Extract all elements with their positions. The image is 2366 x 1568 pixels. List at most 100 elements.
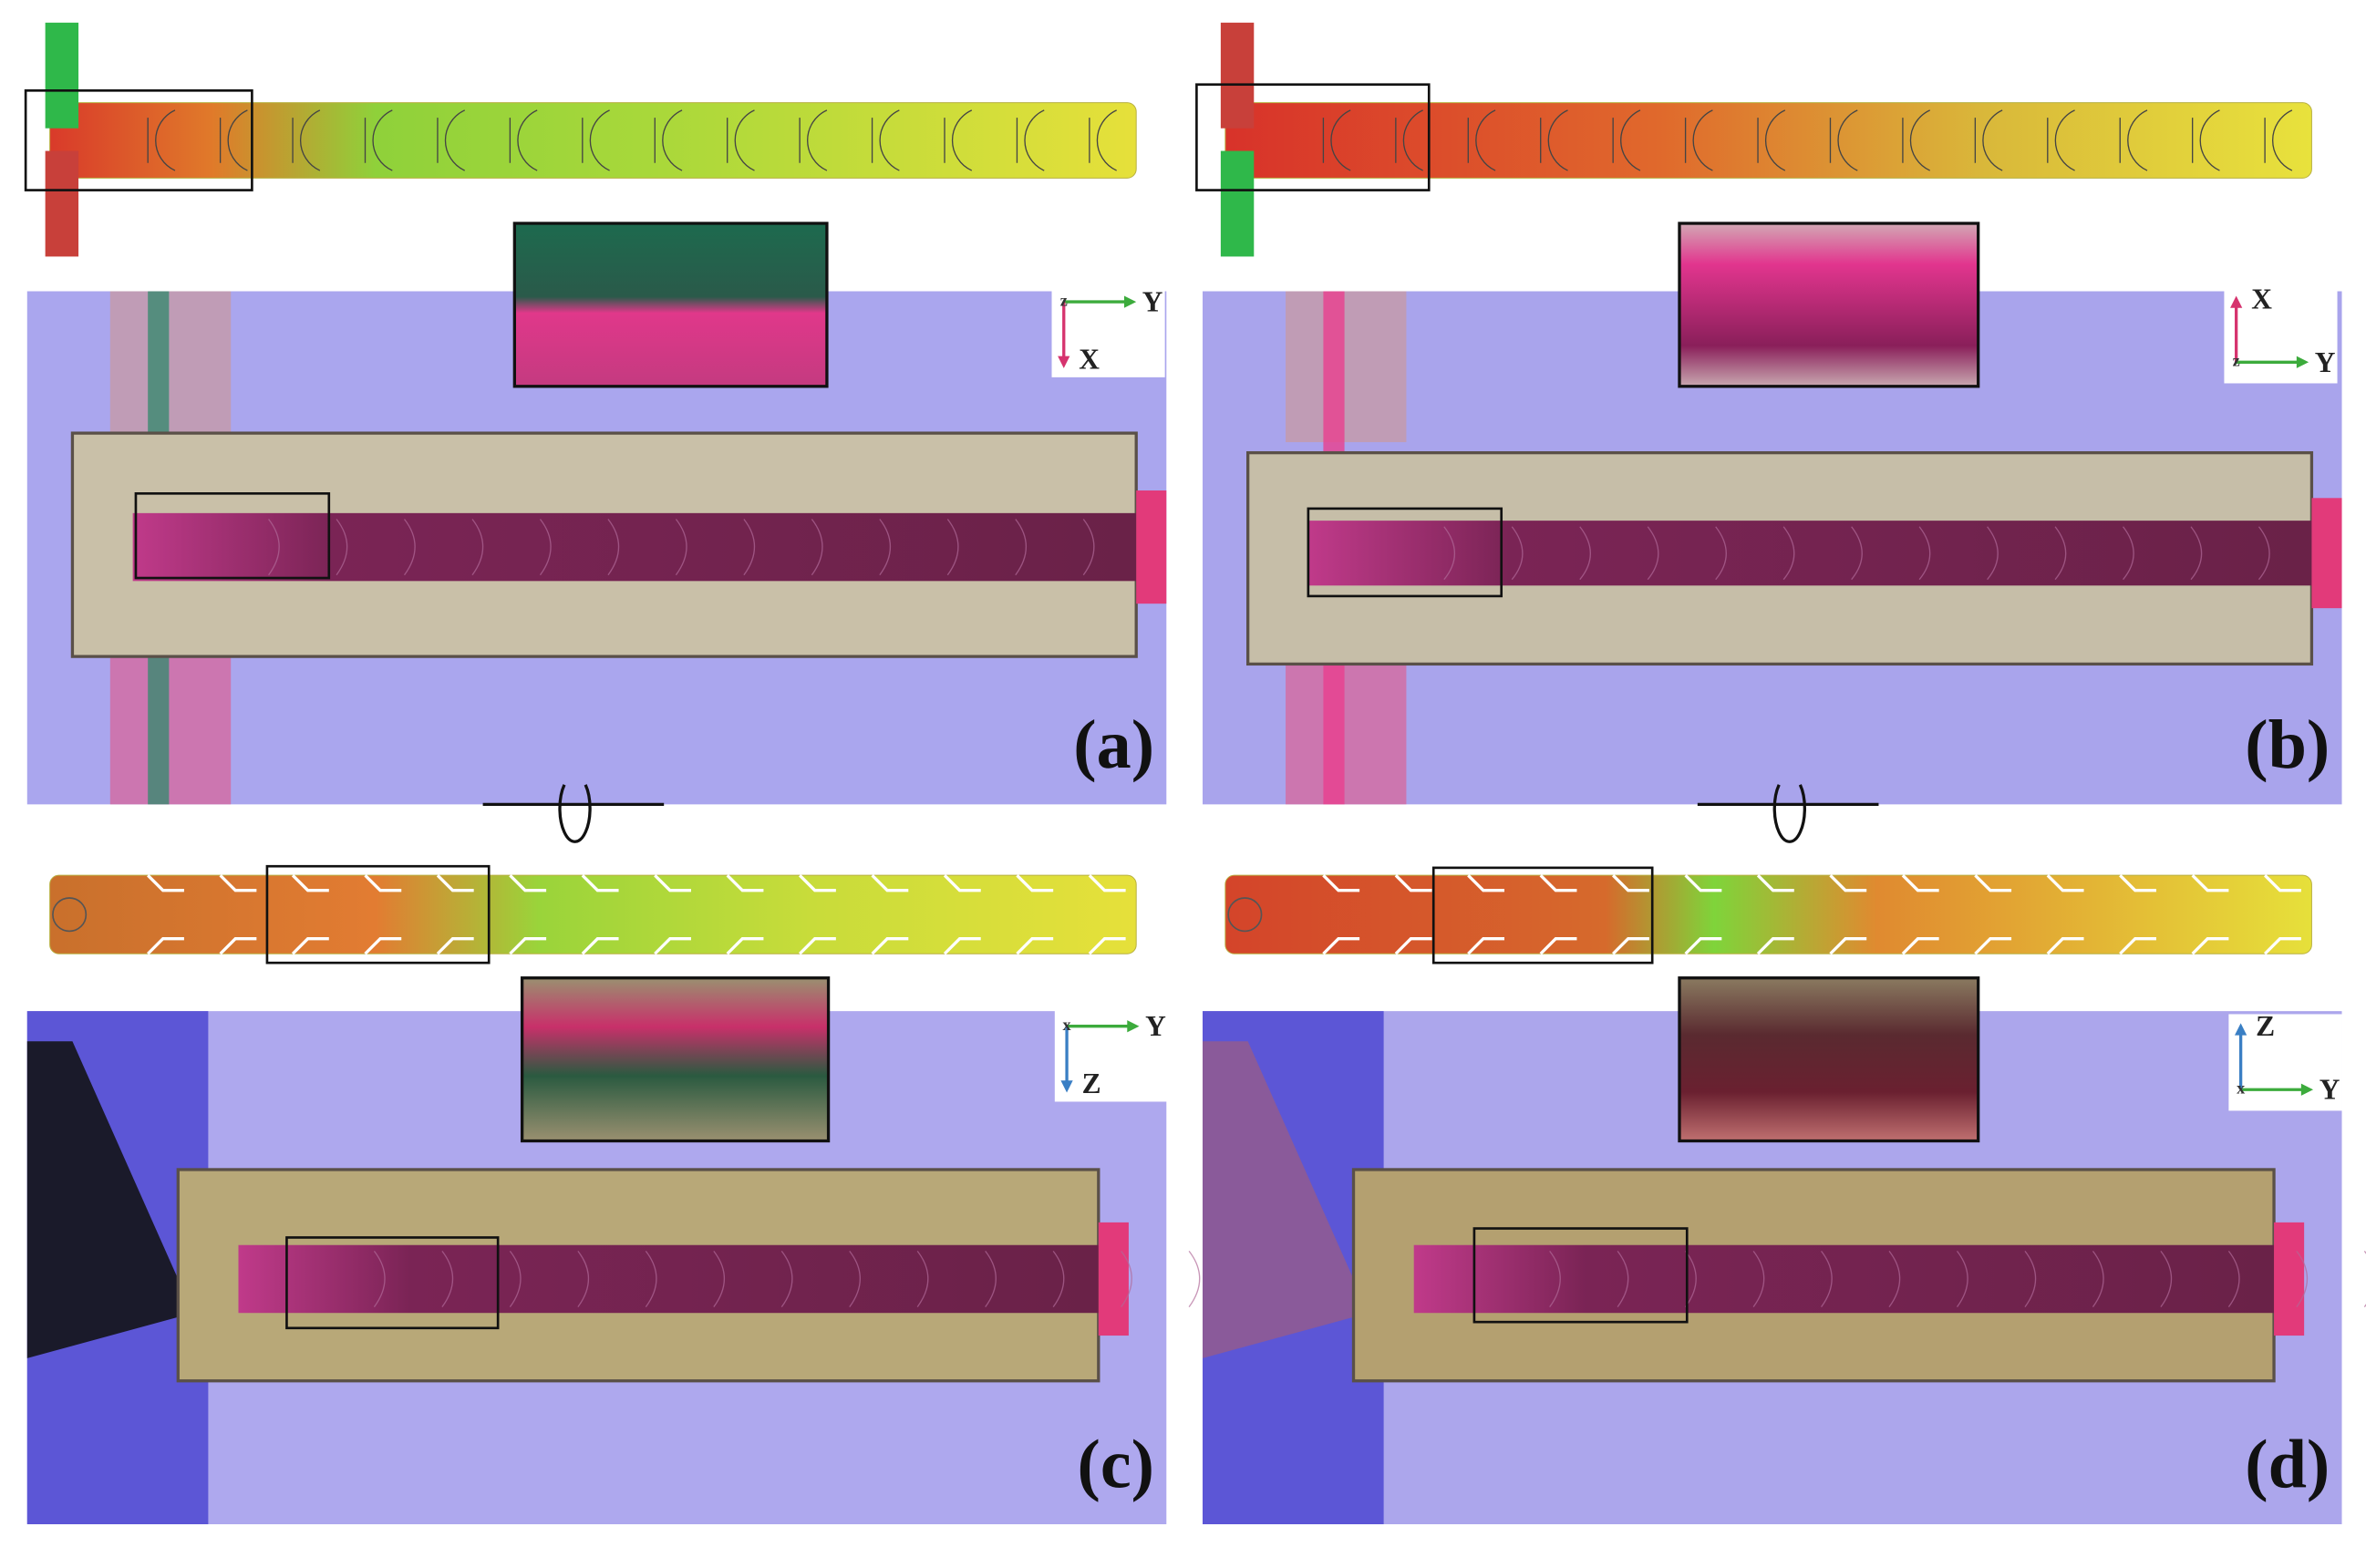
channel-feature — [1579, 526, 1591, 581]
channel-feature — [645, 1250, 657, 1308]
rotation-arrow — [558, 784, 592, 843]
tube-upper — [109, 291, 232, 443]
inlet-top — [1220, 22, 1255, 129]
zoom-box — [24, 89, 253, 191]
baffle — [1902, 109, 1930, 171]
triad-backdrop — [2224, 286, 2338, 384]
outlet-ring — [1227, 897, 1263, 933]
channel-feature — [1121, 1250, 1132, 1308]
baffle — [798, 873, 836, 955]
axis-vertical-label: Z — [1082, 1068, 1101, 1099]
baffle — [509, 109, 538, 171]
panel-label: (d) — [2245, 1427, 2330, 1503]
baffle — [1829, 109, 1858, 171]
baffle — [2119, 109, 2148, 171]
baffle — [581, 873, 619, 955]
baffle — [1322, 109, 1351, 171]
baffle — [1395, 109, 1423, 171]
channel-feature — [2160, 1250, 2173, 1308]
tube-lower — [109, 653, 232, 805]
channel-feature — [1987, 526, 1999, 581]
channel-feature — [471, 519, 484, 576]
channel-feature — [985, 1250, 997, 1308]
arrowhead — [1127, 1020, 1140, 1033]
baffle — [1756, 873, 1794, 955]
baffle — [726, 873, 764, 955]
channel-feature — [1052, 1250, 1065, 1308]
channel-feature — [1647, 526, 1659, 581]
zoom-box — [265, 864, 491, 965]
arrowhead — [2230, 295, 2243, 308]
arrowhead — [2300, 1083, 2314, 1096]
simulation-tube — [49, 102, 1137, 179]
channel-feature — [268, 519, 280, 576]
outlet-tube — [1136, 490, 1167, 604]
zoom-box — [1472, 1227, 1689, 1324]
zoom-box — [1307, 507, 1503, 598]
axis-origin-label: x — [1063, 1016, 1071, 1034]
baffle — [2191, 873, 2229, 955]
baffle — [437, 109, 466, 171]
inset-image — [512, 222, 829, 388]
triad-backdrop — [1054, 1005, 1168, 1102]
baffle — [1684, 873, 1722, 955]
simulation-tube — [1224, 874, 2312, 954]
channel-feature — [1782, 526, 1795, 581]
axis-vertical-label: X — [1079, 344, 1100, 376]
inset-image — [520, 976, 831, 1143]
outlet-tube — [1098, 1222, 1129, 1336]
arrowhead — [1123, 295, 1137, 308]
arrowhead — [1058, 356, 1070, 368]
channel-feature — [2054, 526, 2067, 581]
channel-feature — [2258, 526, 2270, 581]
baffle — [1016, 873, 1054, 955]
channel-feature — [916, 1250, 929, 1308]
baffle — [1829, 873, 1867, 955]
axis-origin-label: x — [2237, 1078, 2245, 1097]
baffle — [1467, 873, 1505, 955]
triad-backdrop — [1051, 280, 1165, 377]
panel-label: (c) — [1078, 1427, 1154, 1503]
baffle — [1901, 873, 1939, 955]
baffle — [654, 109, 683, 171]
baffle — [582, 109, 610, 171]
axis-horizontal-label: Y — [2320, 1074, 2340, 1106]
baffle — [1088, 873, 1126, 955]
baffle — [292, 109, 321, 171]
channel-feature — [1617, 1250, 1629, 1308]
panel: x Y Z (c) — [26, 864, 1201, 1524]
channel-feature — [849, 1250, 861, 1308]
channel-feature — [539, 519, 552, 576]
baffle — [2263, 873, 2301, 955]
channel-feature — [2190, 526, 2203, 581]
panel-label: (a) — [1073, 707, 1154, 783]
channel-feature — [1918, 526, 1931, 581]
inset-image — [1678, 222, 1980, 388]
outlet-tube — [2274, 1222, 2305, 1336]
baffle — [2192, 109, 2220, 171]
channel-feature — [780, 1250, 793, 1308]
baffle — [1974, 109, 2003, 171]
baffle — [944, 109, 973, 171]
baffle — [799, 109, 828, 171]
needle — [26, 1041, 193, 1358]
axis-horizontal-label: Y — [1142, 286, 1163, 318]
baffle — [654, 873, 691, 955]
channel — [1307, 521, 2312, 586]
channel — [238, 1244, 1099, 1314]
channel-feature — [336, 519, 348, 576]
baffle — [943, 873, 981, 955]
channel-feature — [607, 519, 620, 576]
rotation-arrow — [1772, 784, 1807, 843]
channel-feature — [1443, 526, 1455, 581]
needle — [1203, 1041, 1369, 1358]
channel-feature — [811, 519, 823, 576]
baffle — [1322, 873, 1360, 955]
channel-feature — [1685, 1250, 1697, 1308]
baffle — [2119, 873, 2156, 955]
channel-feature — [1082, 519, 1095, 576]
channel-feature — [2092, 1250, 2104, 1308]
channel-feature — [1549, 1250, 1561, 1308]
